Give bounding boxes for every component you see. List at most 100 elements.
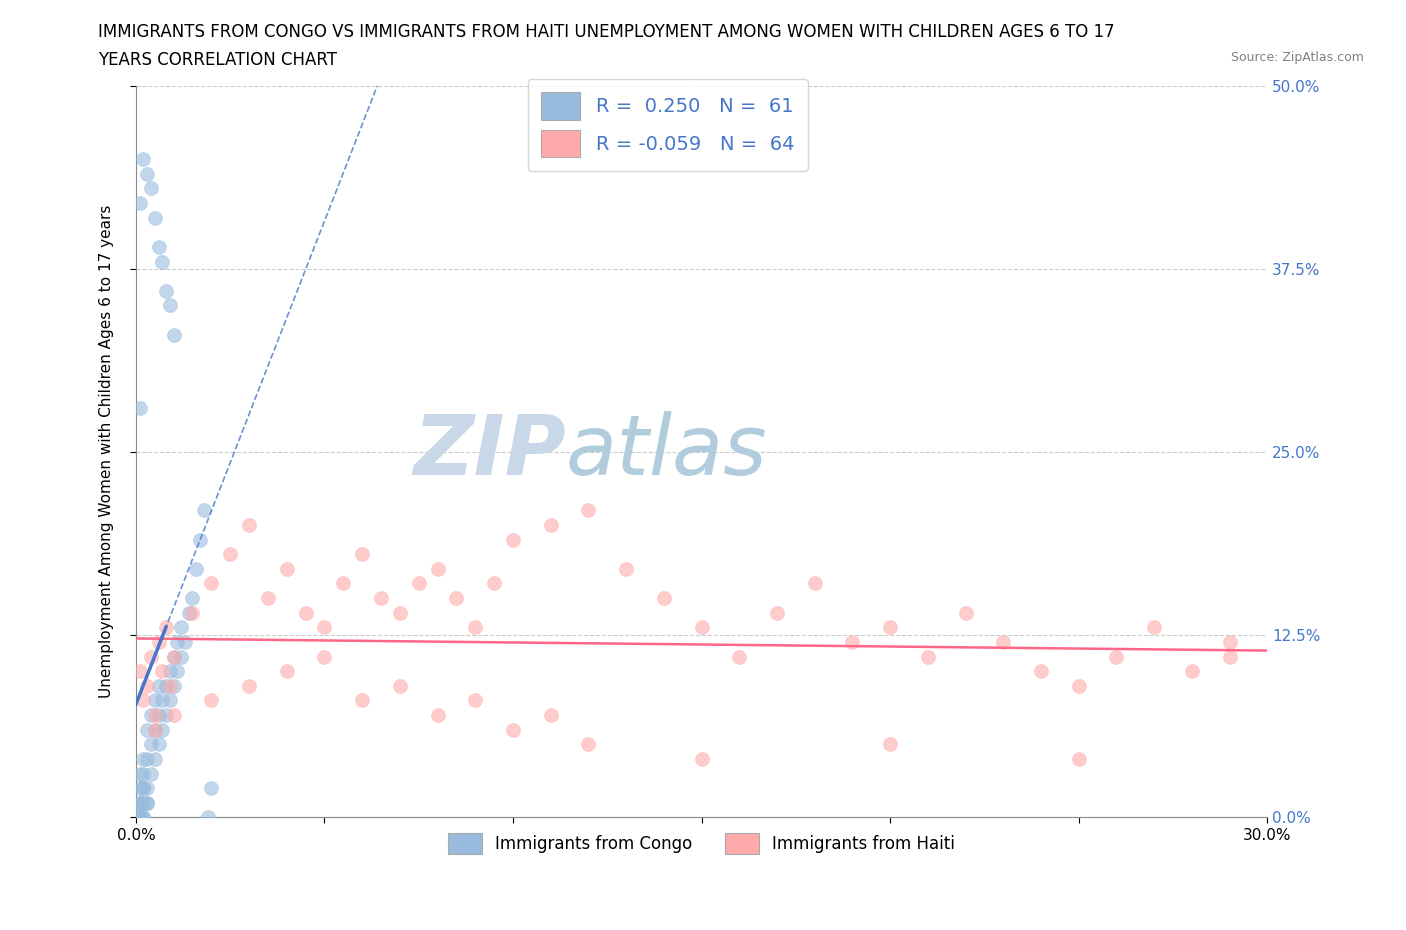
Point (136, 780, 159, 795)
Point (219, 547, 242, 562)
Point (1067, 751, 1090, 766)
Text: IMMIGRANTS FROM CONGO VS IMMIGRANTS FROM HAITI UNEMPLOYMENT AMONG WOMEN WITH CHI: IMMIGRANTS FROM CONGO VS IMMIGRANTS FROM… (98, 23, 1115, 41)
Point (502, 723, 524, 737)
Point (132, 780, 155, 795)
Point (136, 795, 159, 810)
Point (143, 751, 166, 766)
Point (162, 649, 184, 664)
Point (314, 619, 336, 634)
Point (143, 723, 166, 737)
Point (614, 562, 637, 577)
Point (294, 605, 316, 620)
Point (128, 766, 150, 781)
Point (917, 649, 939, 664)
Point (652, 591, 675, 605)
Point (159, 298, 181, 312)
Point (155, 284, 177, 299)
Point (276, 562, 298, 577)
Text: ZIP: ZIP (413, 411, 565, 492)
Point (128, 664, 150, 679)
Point (132, 152, 155, 166)
Point (139, 737, 162, 751)
Point (166, 664, 188, 679)
Point (1067, 678, 1090, 693)
Point (482, 576, 505, 591)
Point (690, 751, 713, 766)
Point (1105, 649, 1128, 664)
Point (186, 562, 208, 577)
Point (148, 708, 170, 723)
Point (174, 634, 197, 649)
Point (388, 605, 411, 620)
Point (159, 664, 181, 679)
Point (188, 532, 211, 547)
Point (238, 678, 260, 693)
Point (132, 810, 155, 825)
Point (1143, 619, 1166, 634)
Point (446, 591, 468, 605)
Point (155, 619, 177, 634)
Point (132, 780, 155, 795)
Point (1181, 664, 1204, 679)
Point (766, 605, 789, 620)
Point (128, 795, 150, 810)
Point (1219, 634, 1241, 649)
Text: atlas: atlas (565, 411, 768, 492)
Point (136, 166, 159, 181)
Point (162, 708, 184, 723)
Point (332, 576, 354, 591)
Point (139, 766, 162, 781)
Point (408, 576, 430, 591)
Point (136, 723, 159, 737)
Point (879, 619, 901, 634)
Text: YEARS CORRELATION CHART: YEARS CORRELATION CHART (98, 51, 337, 69)
Point (314, 649, 336, 664)
Point (128, 810, 150, 825)
Point (540, 708, 562, 723)
Point (352, 547, 374, 562)
Point (578, 503, 600, 518)
Point (170, 649, 193, 664)
Point (502, 532, 524, 547)
Point (136, 751, 159, 766)
Point (136, 795, 159, 810)
Point (388, 678, 411, 693)
Legend: Immigrants from Congo, Immigrants from Haiti: Immigrants from Congo, Immigrants from H… (441, 827, 962, 860)
Point (257, 591, 280, 605)
Point (841, 634, 863, 649)
Point (139, 649, 162, 664)
Point (803, 576, 825, 591)
Point (128, 795, 150, 810)
Point (128, 795, 150, 810)
Point (128, 810, 150, 825)
Point (150, 254, 173, 269)
Point (132, 795, 155, 810)
Point (159, 693, 181, 708)
Point (690, 619, 713, 634)
Point (162, 327, 184, 342)
Point (276, 664, 298, 679)
Point (155, 708, 177, 723)
Point (879, 737, 901, 751)
Point (181, 605, 204, 620)
Point (238, 517, 260, 532)
Text: Source: ZipAtlas.com: Source: ZipAtlas.com (1230, 51, 1364, 64)
Point (148, 678, 170, 693)
Point (426, 562, 449, 577)
Point (181, 591, 204, 605)
Point (150, 723, 173, 737)
Point (150, 664, 173, 679)
Point (143, 723, 166, 737)
Point (1029, 664, 1052, 679)
Point (464, 693, 486, 708)
Point (1219, 649, 1241, 664)
Point (728, 649, 751, 664)
Point (148, 240, 170, 255)
Point (148, 634, 170, 649)
Point (139, 708, 162, 723)
Point (128, 401, 150, 416)
Point (143, 210, 166, 225)
Point (993, 634, 1015, 649)
Point (540, 517, 562, 532)
Point (132, 693, 155, 708)
